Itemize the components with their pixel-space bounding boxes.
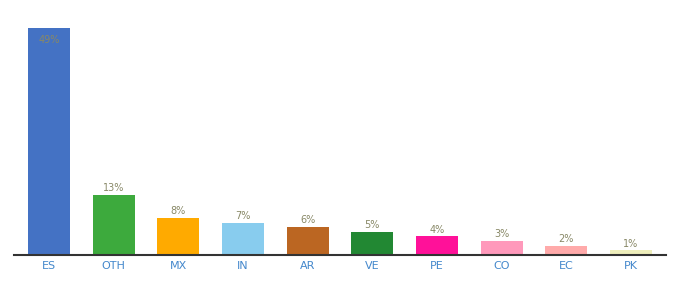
Bar <box>352 232 393 255</box>
Bar <box>222 223 264 255</box>
Bar <box>92 195 135 255</box>
Text: 13%: 13% <box>103 183 124 193</box>
Text: 6%: 6% <box>300 215 316 225</box>
Text: 8%: 8% <box>171 206 186 216</box>
Text: 4%: 4% <box>429 225 445 235</box>
Text: 5%: 5% <box>364 220 380 230</box>
Bar <box>481 241 523 255</box>
Bar <box>610 250 652 255</box>
Text: 1%: 1% <box>624 238 639 248</box>
Bar <box>157 218 199 255</box>
Text: 2%: 2% <box>558 234 574 244</box>
Bar <box>545 246 588 255</box>
Bar <box>28 28 70 255</box>
Bar <box>287 227 328 255</box>
Text: 7%: 7% <box>235 211 251 221</box>
Bar <box>416 236 458 255</box>
Text: 3%: 3% <box>494 229 509 239</box>
Text: 49%: 49% <box>39 34 60 44</box>
